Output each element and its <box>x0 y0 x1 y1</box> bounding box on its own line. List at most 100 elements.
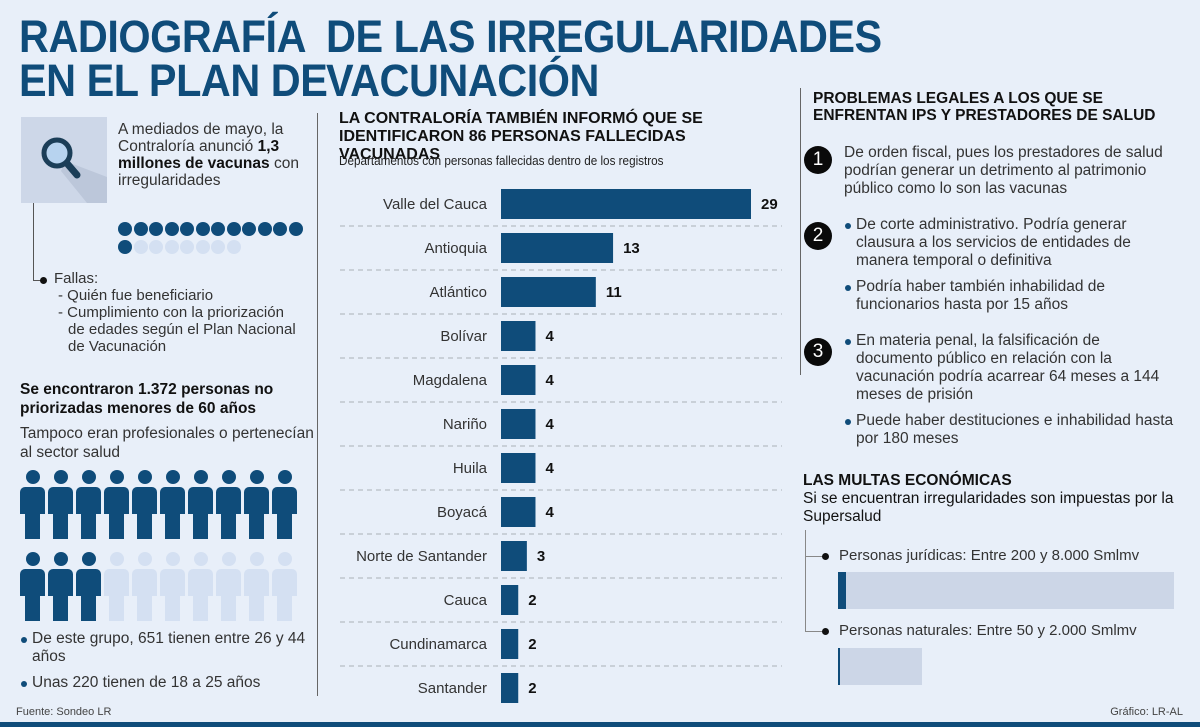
person-icon-filled <box>48 470 73 540</box>
vaccine-dot-filled <box>118 222 132 236</box>
bar-label: Bolívar <box>440 328 487 345</box>
person-icon-empty <box>272 552 297 622</box>
intro-bold-vaccines: vacunas <box>207 155 270 172</box>
non-prioritized-heading: Se encontraron 1.372 personas no prioriz… <box>20 381 274 417</box>
person-icon-empty <box>216 552 241 622</box>
legal-item-text: De orden fiscal, pues los prestadores de… <box>844 144 1163 197</box>
bar <box>501 189 751 219</box>
legal-item-text: Podría haber también inhabilidad de func… <box>845 278 1180 314</box>
person-icon-filled <box>76 470 101 540</box>
bar <box>501 321 536 351</box>
vaccine-dot-empty <box>211 240 225 254</box>
fine-bar-legal <box>838 572 1174 609</box>
fine-bar-natural-min <box>838 648 841 685</box>
vaccine-dot-empty <box>133 240 148 254</box>
legal-item-1: De orden fiscal, pues los prestadores de… <box>844 144 1194 198</box>
bar-value-label: 11 <box>606 284 622 301</box>
person-icon-filled <box>272 470 297 540</box>
column-divider-right <box>800 88 801 375</box>
bar-value-label: 4 <box>545 504 554 521</box>
bar <box>501 277 596 307</box>
magnifier-icon <box>21 117 107 203</box>
vaccine-dot-empty <box>180 240 194 254</box>
chart-subtitle: Departamentos con personas fallecidas de… <box>339 153 664 168</box>
bar <box>501 673 519 703</box>
bar-label: Huila <box>453 460 488 477</box>
vaccine-dot-filled <box>118 240 132 254</box>
fallas-item: - Cumplimiento con la priorización <box>58 304 284 321</box>
number-badge-1: 1 <box>804 146 832 174</box>
column-divider-left <box>317 113 318 696</box>
vaccine-dot-filled <box>133 222 148 236</box>
fine-label-natural: Personas naturales: Entre 50 y 2.000 Sml… <box>839 622 1137 639</box>
bar-value-label: 2 <box>528 592 536 609</box>
fine-label-legal: Personas jurídicas: Entre 200 y 8.000 Sm… <box>839 547 1140 564</box>
title-line1-right: DE LAS IRREGULARIDADES <box>326 11 882 62</box>
graphic-credit: Gráfico: LR-AL <box>1110 706 1183 718</box>
age-bullet: De este grupo, 651 tienen entre 26 y 44 … <box>20 630 310 666</box>
bar-label: Cauca <box>444 592 488 609</box>
person-icon-filled <box>20 470 45 540</box>
intro-post: con irregularidades <box>118 155 299 189</box>
vaccine-dot-filled <box>226 222 241 236</box>
legal-item-text: De corte administrativo. Podría generar … <box>845 216 1180 270</box>
vaccine-dot-filled <box>273 222 287 236</box>
connector-line <box>33 203 34 280</box>
bar-label: Atlántico <box>429 284 487 301</box>
bar-value-label: 4 <box>545 328 554 345</box>
legal-item-2: De corte administrativo. Podría generar … <box>845 216 1180 322</box>
fines-subheading: Si se encuentran irregularidades son imp… <box>803 490 1174 525</box>
fine-bar-natural <box>838 648 922 685</box>
bar-value-label: 4 <box>545 372 554 389</box>
bar <box>501 585 519 615</box>
bar-label: Santander <box>418 680 487 697</box>
bar-label: Magdalena <box>413 372 488 389</box>
fine-bullet-2 <box>822 628 829 635</box>
bar-chart: Valle del Cauca 29 Antioquia 13 Atlántico 11 B… <box>340 189 782 703</box>
bar-label: Nariño <box>443 416 487 433</box>
bar <box>501 233 614 263</box>
title-line2-right: VACUNACIÓN <box>326 55 599 106</box>
bar <box>501 365 536 395</box>
fines-heading: LAS MULTAS ECONÓMICAS <box>803 472 1012 489</box>
number-badge-2: 2 <box>804 222 832 250</box>
fine-bar-legal-min <box>838 572 847 609</box>
bar-label: Norte de Santander <box>356 548 487 565</box>
age-bullets: De este grupo, 651 tienen entre 26 y 44 … <box>20 630 310 700</box>
title-line2-left: EN EL PLAN DE <box>19 55 328 106</box>
bar <box>501 629 519 659</box>
vaccine-dot-empty <box>226 240 241 254</box>
bar-label: Cundinamarca <box>389 636 487 653</box>
fallas-item: - Quién fue beneficiario <box>58 287 214 304</box>
person-icon-empty <box>104 552 129 622</box>
vaccine-dot-empty <box>149 240 163 254</box>
fines-connector-h2 <box>805 631 823 632</box>
vaccine-dots <box>118 222 308 258</box>
vaccine-dot-filled <box>242 222 256 236</box>
intro-pre: A mediados de mayo, la Contraloría anunc… <box>118 121 284 155</box>
person-icon-filled <box>160 470 185 540</box>
bar-value-label: 4 <box>545 416 554 433</box>
legal-item-text: En materia penal, la falsificación de do… <box>845 332 1180 404</box>
vaccine-dot-filled <box>164 222 179 236</box>
number-badge-3: 3 <box>804 338 832 366</box>
legal-item-3: En materia penal, la falsificación de do… <box>845 332 1180 456</box>
bar-value-label: 4 <box>545 460 554 477</box>
bar <box>501 453 536 483</box>
person-icon-empty <box>244 552 269 622</box>
bar-value-label: 13 <box>623 240 640 257</box>
person-icon-filled <box>188 470 213 540</box>
vaccine-dot-empty <box>195 240 210 254</box>
non-prioritized-subheading: Tampoco eran profesionales o pertenecían… <box>20 425 314 461</box>
vaccine-dot-filled <box>257 222 272 236</box>
intro-text: A mediados de mayo, la Contraloría anunc… <box>118 121 308 189</box>
legal-item-text: Puede haber destituciones e inhabilidad … <box>845 412 1180 448</box>
source-note: Fuente: Sondeo LR <box>16 706 112 718</box>
person-icon-filled <box>20 552 45 622</box>
chart-title: LA CONTRALORÍA TAMBIÉN INFORMÓ QUE SE ID… <box>339 110 703 163</box>
person-icon-filled <box>104 470 129 540</box>
person-icon-filled <box>132 470 157 540</box>
fine-bullet-1 <box>822 553 829 560</box>
vaccine-dot-filled <box>149 222 163 236</box>
person-icon-filled <box>48 552 73 622</box>
